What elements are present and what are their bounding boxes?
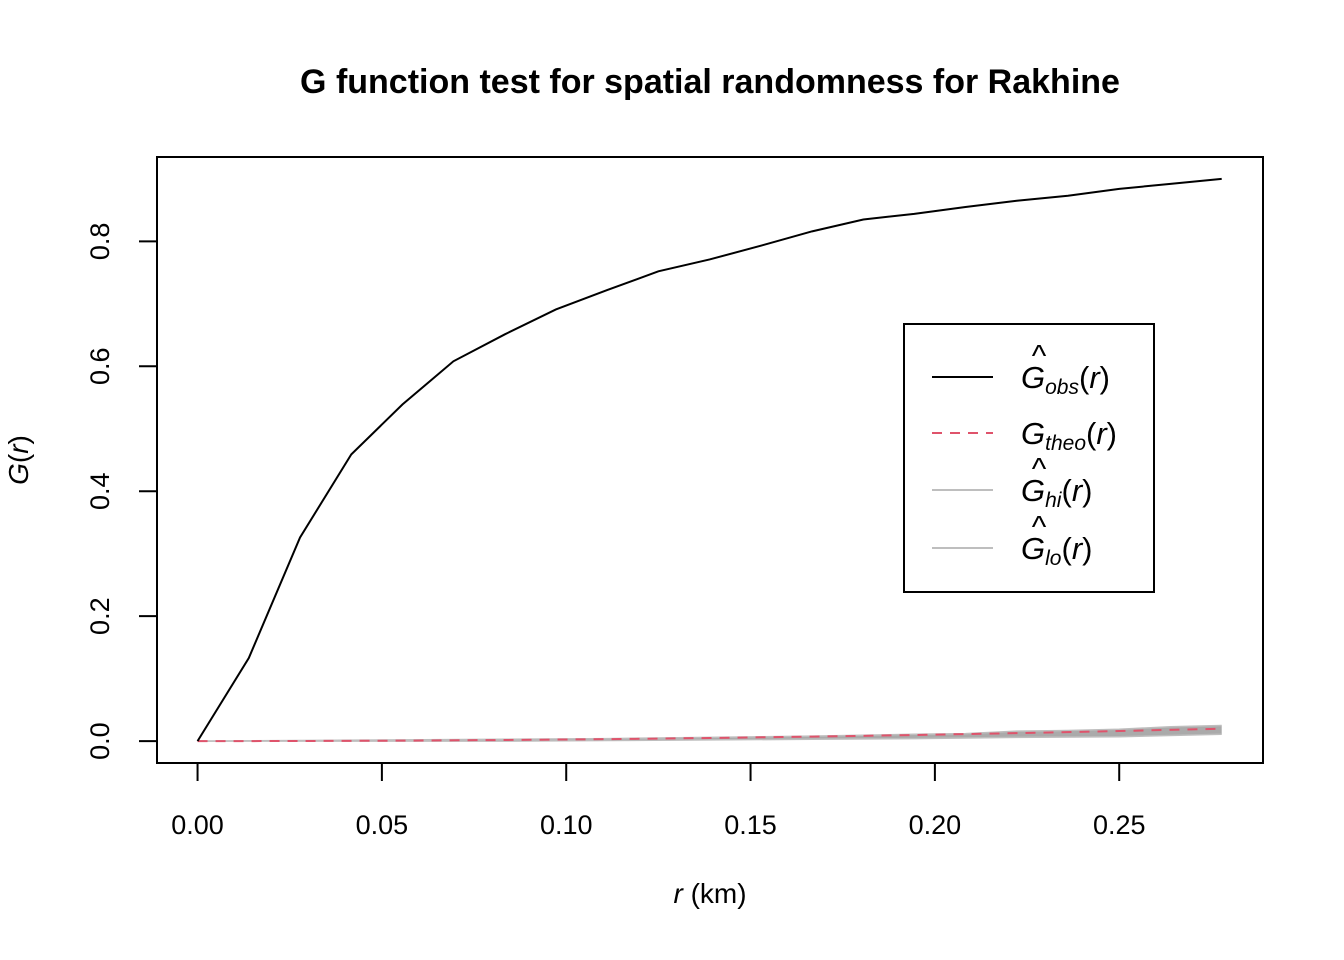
x-tick-label: 0.25 xyxy=(1093,810,1146,840)
legend-hat: ^ xyxy=(1032,338,1047,373)
x-tick-label: 0.05 xyxy=(356,810,409,840)
y-tick-label: 0.8 xyxy=(85,223,115,261)
envelope-band-fill xyxy=(197,725,1222,742)
x-axis: 0.00 0.05 0.10 0.15 0.20 0.25 xyxy=(171,762,1146,840)
y-axis-label: G(r) xyxy=(3,435,34,485)
x-axis-label: r (km) xyxy=(673,878,746,909)
x-tick-label: 0.20 xyxy=(909,810,962,840)
y-tick-label: 0.6 xyxy=(85,348,115,386)
legend-hat: ^ xyxy=(1032,451,1047,486)
y-tick-label: 0.2 xyxy=(85,597,115,635)
y-tick-label: 0.4 xyxy=(85,472,115,510)
svg-text:G(r): G(r) xyxy=(3,435,34,485)
legend-label: Gobs(r) xyxy=(1021,360,1110,399)
series-lines xyxy=(196,177,1222,743)
y-tick-label: 0.0 xyxy=(85,722,115,760)
legend-hat: ^ xyxy=(1032,509,1047,544)
x-tick-label: 0.00 xyxy=(171,810,224,840)
legend-item-theo: Gtheo(r) xyxy=(932,416,1117,455)
x-tick-label: 0.10 xyxy=(540,810,593,840)
chart-title: G function test for spatial randomness f… xyxy=(300,63,1120,101)
legend: ^Gobs(r)Gtheo(r)^Ghi(r)^Glo(r) xyxy=(903,323,1155,593)
envelope-band xyxy=(197,725,1222,742)
svg-text:r (km): r (km) xyxy=(673,878,746,909)
series-theo-line xyxy=(197,727,1222,743)
legend-label: Ghi(r) xyxy=(1021,473,1092,512)
y-axis: 0.0 0.2 0.4 0.6 0.8 xyxy=(85,223,158,760)
legend-item-obs: ^Gobs(r) xyxy=(932,338,1110,399)
legend-item-hi: ^Ghi(r) xyxy=(932,451,1092,512)
legend-label: Glo(r) xyxy=(1021,531,1092,570)
legend-label: Gtheo(r) xyxy=(1021,416,1117,455)
x-tick-label: 0.15 xyxy=(724,810,777,840)
series-obs-line xyxy=(196,177,1222,742)
legend-item-lo: ^Glo(r) xyxy=(932,509,1092,570)
